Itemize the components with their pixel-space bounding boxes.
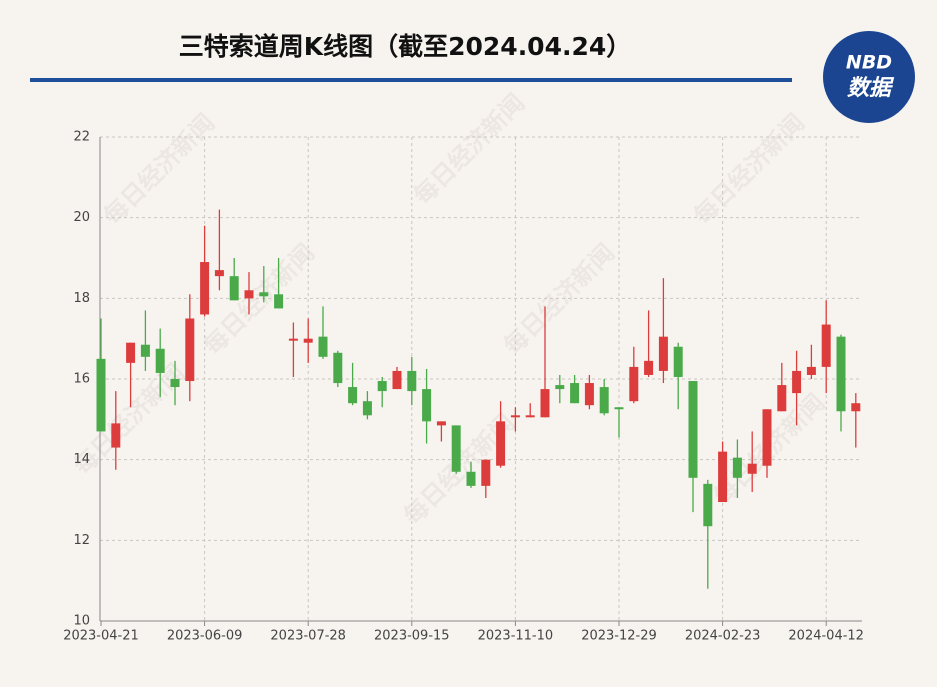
candle-body (111, 423, 121, 448)
candle-body (422, 389, 432, 422)
watermark: 每日经济新闻 (198, 238, 320, 360)
candle-body (170, 379, 180, 388)
candle-body (155, 348, 165, 373)
x-tick-label: 2023-12-29 (581, 629, 657, 644)
candle-body (274, 294, 284, 309)
candle-body (732, 457, 742, 478)
candle-body (777, 385, 787, 412)
candle-body (806, 366, 816, 375)
x-tick-label: 2023-06-09 (167, 629, 243, 644)
y-tick-label: 22 (73, 130, 90, 145)
candle-body (185, 318, 195, 382)
candle-body (481, 459, 491, 486)
watermark: 每日经济新闻 (408, 88, 530, 210)
candle-body (836, 336, 846, 412)
candle-body (466, 471, 476, 486)
candle-body (540, 389, 550, 418)
x-tick-label: 2023-11-10 (478, 629, 554, 644)
logo-badge (823, 31, 915, 123)
candle-body (599, 387, 609, 414)
logo-top: NBD (846, 52, 892, 74)
candle-body (496, 421, 506, 466)
candle-body (525, 415, 535, 418)
candle-body (126, 342, 136, 363)
candle-body (140, 344, 150, 357)
y-tick-label: 16 (73, 372, 90, 387)
candle-body (510, 415, 520, 418)
candle-body (614, 407, 624, 410)
candle-body (718, 451, 728, 503)
candle-body (318, 336, 328, 357)
candle-body (451, 425, 461, 472)
watermarks: 每日经济新闻每日经济新闻每日经济新闻每日经济新闻每日经济新闻每日经济新闻每日经济… (68, 88, 830, 530)
x-tick-label: 2024-02-23 (685, 629, 761, 644)
candle-body (644, 360, 654, 375)
candle-body (570, 383, 580, 404)
chart-title: 三特索道周K线图（截至2024.04.24） (179, 32, 632, 61)
candle-body (851, 403, 861, 412)
y-tick-label: 10 (73, 614, 90, 629)
candle-body (629, 366, 639, 402)
candle-body (555, 385, 565, 390)
candle-body (214, 270, 224, 277)
candle-body (333, 352, 343, 384)
candle-body (747, 463, 757, 474)
candle-body (703, 483, 713, 527)
watermark: 每日经济新闻 (688, 108, 810, 230)
candle-body (229, 276, 239, 301)
candle-body (436, 421, 446, 426)
logo-bottom: 数据 (847, 76, 895, 101)
watermark: 每日经济新闻 (98, 108, 220, 230)
candle-body (244, 290, 254, 299)
y-tick-label: 12 (73, 533, 90, 548)
y-tick-label: 18 (73, 291, 90, 306)
candle-body (584, 383, 594, 406)
x-tick-label: 2024-04-12 (788, 629, 864, 644)
candle-body (96, 358, 106, 432)
candle-body (288, 338, 298, 341)
x-tick-label: 2023-09-15 (374, 629, 450, 644)
candle-body (259, 292, 269, 297)
candle-body (392, 370, 402, 390)
candle-body (377, 381, 387, 392)
candle-body (200, 262, 210, 315)
candle-body (821, 324, 831, 367)
y-tick-label: 14 (73, 452, 90, 467)
candle-body (407, 370, 417, 392)
y-tick-label: 20 (73, 210, 90, 225)
candle-body (673, 346, 683, 377)
candle-body (762, 409, 772, 466)
candle-body (348, 387, 358, 404)
candle-body (688, 381, 698, 478)
x-tick-label: 2023-04-21 (63, 629, 139, 644)
watermark: 每日经济新闻 (498, 238, 620, 360)
candle-body (303, 338, 313, 343)
x-tick-label: 2023-07-28 (270, 629, 346, 644)
candle-body (658, 336, 668, 371)
candle-body (792, 370, 802, 394)
candle-body (362, 401, 372, 416)
